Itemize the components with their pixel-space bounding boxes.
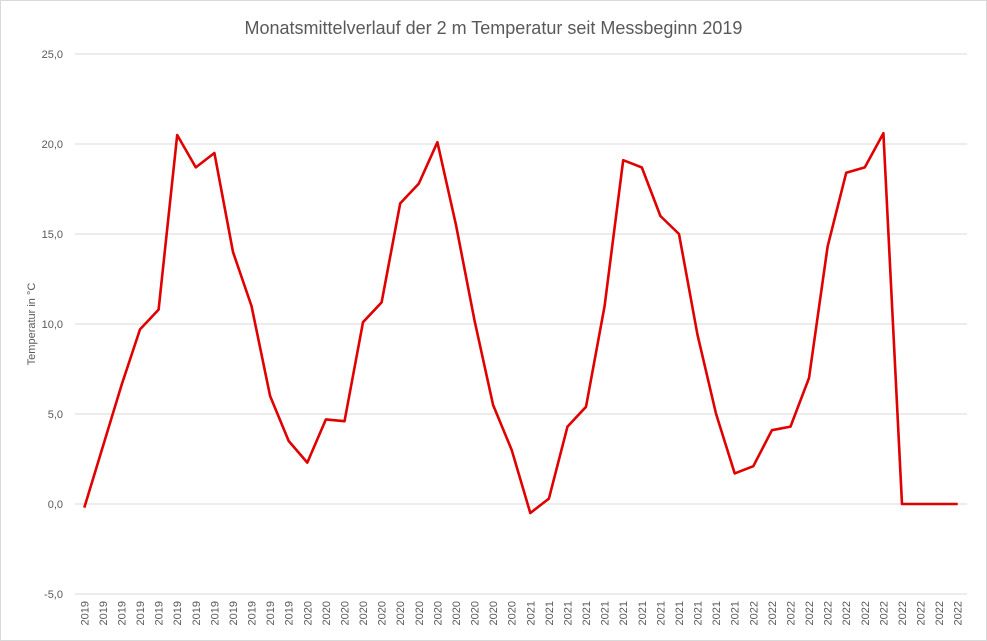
gridlines — [75, 53, 967, 595]
x-tick-label: 2019 — [172, 601, 184, 625]
y-axis-label: Temperatur in °C — [26, 283, 38, 366]
x-tick-label: 2019 — [284, 601, 296, 625]
x-tick-label: 2021 — [581, 601, 593, 625]
x-tick-label: 2020 — [470, 601, 482, 625]
x-tick-label: 2019 — [228, 601, 240, 625]
x-tick-label: 2019 — [154, 601, 166, 625]
x-tick-label: 2021 — [711, 601, 723, 625]
x-tick-label: 2019 — [98, 601, 110, 625]
x-tick-label: 2019 — [209, 601, 221, 625]
x-tick-label: 2021 — [600, 601, 612, 625]
x-tick-label: 2020 — [414, 601, 426, 625]
x-tick-label: 2021 — [693, 601, 705, 625]
x-tick-label: 2022 — [804, 601, 816, 625]
y-tick-label: -5,0 — [44, 589, 63, 601]
x-tick-label: 2019 — [247, 601, 259, 625]
x-tick-label: 2022 — [860, 601, 872, 625]
x-tick-label: 2021 — [730, 601, 742, 625]
chart-title: Monatsmittelverlauf der 2 m Temperatur s… — [244, 18, 743, 38]
x-tick-label: 2022 — [785, 601, 797, 625]
x-tick-label: 2021 — [637, 601, 649, 625]
y-tick-label: 20,0 — [42, 139, 63, 151]
x-tick-label: 2020 — [488, 601, 500, 625]
x-tick-label: 2022 — [953, 601, 965, 625]
x-tick-label: 2019 — [265, 601, 277, 625]
x-tick-label: 2021 — [674, 601, 686, 625]
x-tick-label: 2020 — [377, 601, 389, 625]
y-tick-label: 10,0 — [42, 319, 63, 331]
x-tick-label: 2020 — [302, 601, 314, 625]
x-tick-label: 2020 — [339, 601, 351, 625]
x-tick-label: 2022 — [748, 601, 760, 625]
y-tick-label: 25,0 — [42, 49, 63, 61]
x-tick-label: 2022 — [767, 601, 779, 625]
x-tick-label: 2019 — [191, 601, 203, 625]
x-tick-label: 2022 — [841, 601, 853, 625]
x-tick-label: 2019 — [116, 601, 128, 625]
x-tick-label: 2020 — [395, 601, 407, 625]
x-tick-label: 2020 — [358, 601, 370, 625]
x-tick-label: 2020 — [432, 601, 444, 625]
x-tick-label: 2021 — [544, 601, 556, 625]
x-tick-label: 2020 — [507, 601, 519, 625]
x-tick-label: 2021 — [562, 601, 574, 625]
x-tick-label: 2019 — [135, 601, 147, 625]
x-tick-label: 2021 — [655, 601, 667, 625]
x-tick-label: 2021 — [525, 601, 537, 625]
x-tick-label: 2022 — [897, 601, 909, 625]
x-axis-ticks: 2019 2019 2019 2019 2019 2019 2019 2019 2019 2019… — [79, 601, 964, 625]
y-tick-label: 15,0 — [42, 229, 63, 241]
temperature-line — [83, 131, 958, 515]
x-tick-label: 2019 — [79, 601, 91, 625]
x-tick-label: 2020 — [451, 601, 463, 625]
y-axis-ticks: -5,0 0,0 5,0 10,0 15,0 20,0 25,0 — [42, 49, 63, 601]
x-tick-label: 2022 — [823, 601, 835, 625]
y-tick-label: 5,0 — [48, 409, 63, 421]
x-tick-label: 2020 — [321, 601, 333, 625]
x-tick-label: 2022 — [934, 601, 946, 625]
x-tick-label: 2022 — [878, 601, 890, 625]
x-tick-label: 2021 — [618, 601, 630, 625]
y-tick-label: 0,0 — [48, 499, 63, 511]
x-tick-label: 2022 — [916, 601, 928, 625]
